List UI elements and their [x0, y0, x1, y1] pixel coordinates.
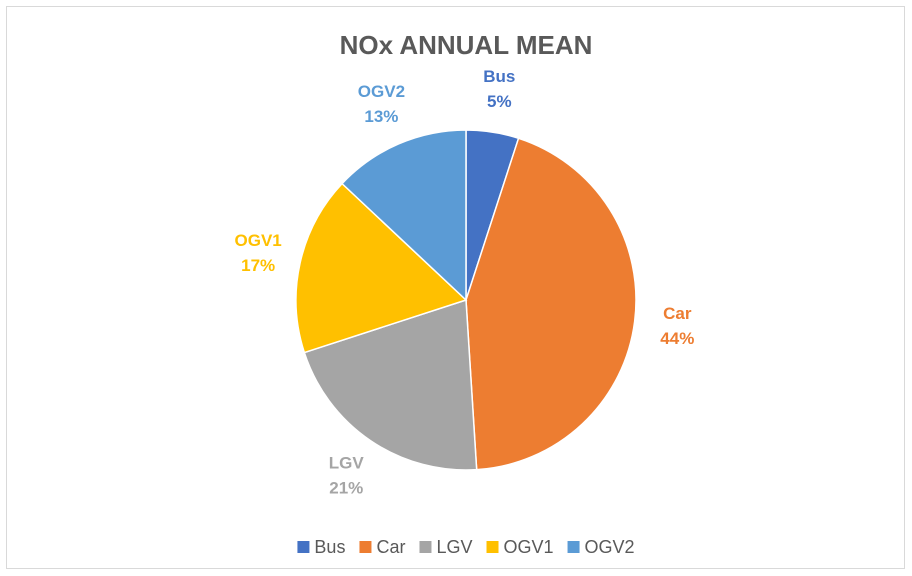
data-label-value: 21%: [329, 479, 363, 498]
data-label-value: 5%: [487, 92, 512, 111]
legend-swatch: [486, 541, 499, 553]
legend-swatch: [359, 541, 372, 553]
pie-slice: [303, 298, 478, 471]
legend-label: Car: [376, 537, 405, 557]
legend-label: Bus: [314, 537, 345, 557]
legend-swatch: [419, 541, 432, 553]
data-label-category: Bus: [483, 67, 515, 86]
legend-swatch: [297, 541, 310, 553]
pie-slice: [465, 137, 637, 471]
data-label-category: LGV: [329, 454, 365, 473]
data-label-value: 13%: [364, 107, 398, 126]
legend-swatch: [567, 541, 580, 553]
legend-label: OGV2: [585, 537, 635, 557]
data-label-category: OGV2: [358, 82, 405, 101]
legend-label: LGV: [436, 537, 472, 557]
data-label-category: OGV1: [235, 231, 282, 250]
chart-title: NOx ANNUAL MEAN: [340, 30, 593, 60]
data-label-value: 44%: [660, 329, 694, 348]
pie-slice: [295, 182, 468, 354]
data-label-value: 17%: [241, 256, 275, 275]
pie-slice: [341, 129, 467, 302]
data-label-category: Car: [663, 304, 692, 323]
legend-label: OGV1: [504, 537, 554, 557]
legend: Bus Car LGV OGV1 OGV2: [297, 537, 635, 557]
